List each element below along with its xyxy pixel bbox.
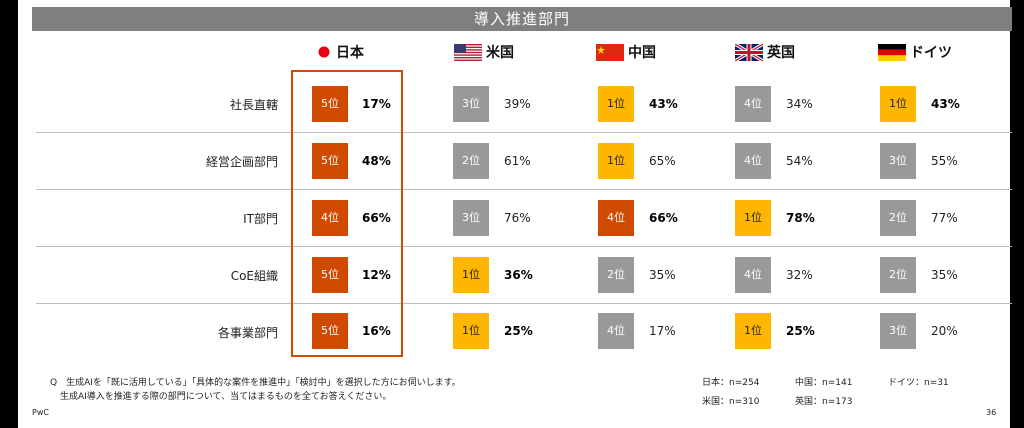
rank-badge: 4位 (598, 200, 634, 236)
slide-title: 導入推進部門 (32, 7, 1012, 31)
percent-value: 76% (504, 211, 531, 225)
percent-value: 20% (931, 324, 958, 338)
percent-value: 65% (649, 154, 676, 168)
sample-size-japan: 日本：n=254 (702, 378, 760, 388)
germany-flag-icon (878, 43, 906, 61)
rank-badge: 5位 (312, 143, 348, 179)
percent-value: 61% (504, 154, 531, 168)
rank-badge: 4位 (312, 200, 348, 236)
rank-badge: 2位 (880, 200, 916, 236)
rank-badge: 3位 (453, 86, 489, 122)
row-label-coe: CoE組織 (230, 269, 278, 283)
sample-size-usa: 米国：n=310 (702, 397, 760, 407)
percent-value: 25% (504, 324, 533, 338)
rank-badge: 3位 (880, 313, 916, 349)
percent-value: 78% (786, 211, 815, 225)
japan-flag-icon (318, 46, 330, 58)
rank-badge: 1位 (598, 86, 634, 122)
row-label-business-units: 各事業部門 (217, 326, 278, 340)
percent-value: 55% (931, 154, 958, 168)
percent-value: 35% (931, 268, 958, 282)
rank-badge: 4位 (735, 143, 771, 179)
rank-badge: 4位 (735, 257, 771, 293)
usa-flag-icon (454, 43, 482, 61)
percent-value: 48% (362, 154, 391, 168)
rank-badge: 1位 (453, 257, 489, 293)
country-header-china: 中国 (596, 41, 656, 63)
rank-badge: 1位 (735, 313, 771, 349)
rank-badge: 2位 (880, 257, 916, 293)
rank-badge: 4位 (598, 313, 634, 349)
row-label-it: IT部門 (243, 212, 278, 226)
sample-size-germany: ドイツ：n=31 (888, 378, 949, 388)
rank-badge: 2位 (598, 257, 634, 293)
row-divider (36, 189, 1012, 190)
survey-question-line2: 生成AI導入を推進する際の部門について、当てはまるものを全てお答えください。 (60, 392, 392, 402)
percent-value: 43% (931, 97, 960, 111)
rank-badge: 5位 (312, 313, 348, 349)
uk-flag-icon (735, 43, 763, 61)
sample-size-uk: 英国：n=173 (795, 397, 853, 407)
rank-badge: 1位 (453, 313, 489, 349)
row-divider (36, 246, 1012, 247)
china-flag-icon (596, 43, 624, 61)
page-number: 36 (986, 408, 997, 417)
row-label-planning: 経営企画部門 (205, 155, 278, 169)
country-header-japan: 日本 (316, 41, 364, 63)
rank-badge: 5位 (312, 257, 348, 293)
rank-badge: 1位 (735, 200, 771, 236)
percent-value: 66% (362, 211, 391, 225)
country-header-uk: 英国 (735, 41, 795, 63)
percent-value: 25% (786, 324, 815, 338)
percent-value: 43% (649, 97, 678, 111)
percent-value: 17% (649, 324, 676, 338)
percent-value: 66% (649, 211, 678, 225)
percent-value: 36% (504, 268, 533, 282)
japan-highlight-box (291, 70, 403, 357)
percent-value: 39% (504, 97, 531, 111)
row-divider (36, 132, 1012, 133)
rank-badge: 3位 (453, 200, 489, 236)
percent-value: 34% (786, 97, 813, 111)
percent-value: 32% (786, 268, 813, 282)
rank-badge: 1位 (598, 143, 634, 179)
pwc-logo: PwC (32, 408, 49, 417)
sample-size-china: 中国：n=141 (795, 378, 853, 388)
rank-badge: 3位 (880, 143, 916, 179)
percent-value: 16% (362, 324, 391, 338)
rank-badge: 4位 (735, 86, 771, 122)
row-label-president: 社長直轄 (229, 98, 278, 112)
percent-value: 17% (362, 97, 391, 111)
row-divider (36, 303, 1012, 304)
country-header-usa: 米国 (454, 41, 514, 63)
percent-value: 77% (931, 211, 958, 225)
rank-badge: 1位 (880, 86, 916, 122)
slide: 導入推進部門 日本 米国 中国 英国 (18, 0, 1012, 428)
percent-value: 54% (786, 154, 813, 168)
rank-badge: 5位 (312, 86, 348, 122)
rank-badge: 2位 (453, 143, 489, 179)
percent-value: 12% (362, 268, 391, 282)
survey-question-line1: Q 生成AIを「既に活用している」「具体的な案件を推進中」「検討中」を選択した方… (50, 378, 461, 388)
country-header-germany: ドイツ (878, 41, 952, 63)
percent-value: 35% (649, 268, 676, 282)
